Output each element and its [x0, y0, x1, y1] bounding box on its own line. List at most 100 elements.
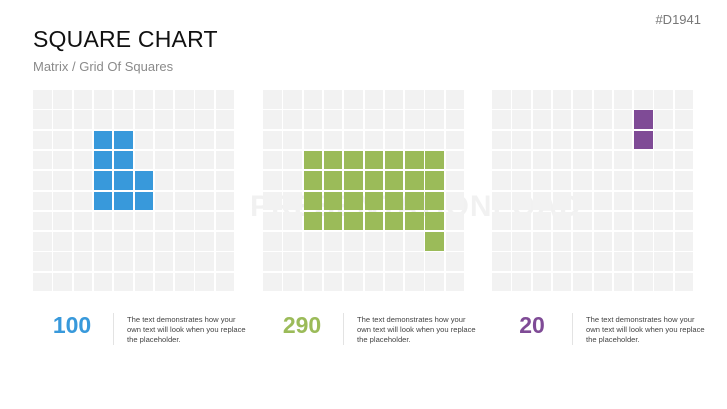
empty-square — [445, 272, 465, 292]
empty-square — [283, 150, 302, 170]
empty-square — [73, 110, 93, 129]
empty-square — [175, 171, 194, 190]
empty-square — [283, 110, 302, 129]
square-grid-1 — [33, 90, 237, 294]
empty-square — [512, 150, 531, 170]
square-grid-3 — [492, 90, 696, 294]
filled-square — [344, 191, 363, 210]
description-1: The text demonstrates how your own text … — [127, 315, 246, 344]
empty-square — [33, 252, 52, 271]
empty-square — [134, 252, 153, 271]
empty-square — [215, 171, 235, 190]
empty-square — [33, 110, 52, 129]
filled-square — [405, 211, 424, 231]
empty-square — [154, 232, 174, 251]
empty-square — [364, 130, 383, 150]
empty-square — [195, 130, 214, 150]
empty-square — [634, 171, 653, 190]
filled-square — [303, 211, 323, 231]
empty-square — [73, 90, 93, 109]
empty-square — [215, 130, 235, 150]
empty-square — [53, 252, 72, 271]
empty-square — [134, 272, 153, 292]
empty-square — [263, 110, 282, 129]
empty-square — [154, 272, 174, 292]
empty-square — [195, 90, 214, 109]
empty-square — [674, 130, 694, 150]
empty-square — [492, 150, 511, 170]
empty-square — [364, 110, 383, 129]
empty-square — [532, 232, 552, 251]
empty-square — [263, 252, 282, 271]
divider — [343, 313, 344, 345]
empty-square — [53, 171, 72, 190]
empty-square — [364, 232, 383, 251]
empty-square — [323, 90, 343, 109]
empty-square — [613, 272, 633, 292]
empty-square — [425, 90, 444, 109]
empty-square — [654, 191, 673, 210]
empty-square — [445, 252, 465, 271]
empty-square — [283, 211, 302, 231]
empty-square — [593, 171, 612, 190]
empty-square — [593, 110, 612, 129]
empty-square — [303, 272, 323, 292]
empty-square — [654, 232, 673, 251]
empty-square — [33, 232, 52, 251]
empty-square — [613, 252, 633, 271]
empty-square — [53, 150, 72, 170]
empty-square — [613, 191, 633, 210]
empty-square — [405, 90, 424, 109]
filled-square — [364, 150, 383, 170]
filled-square — [364, 171, 383, 190]
filled-square — [323, 191, 343, 210]
empty-square — [215, 90, 235, 109]
filled-square — [425, 232, 444, 251]
empty-square — [323, 232, 343, 251]
empty-square — [492, 110, 511, 129]
empty-square — [114, 110, 133, 129]
empty-square — [154, 171, 174, 190]
empty-square — [613, 211, 633, 231]
empty-square — [552, 272, 572, 292]
filled-square — [405, 171, 424, 190]
empty-square — [175, 110, 194, 129]
empty-square — [175, 211, 194, 231]
empty-square — [492, 90, 511, 109]
empty-square — [33, 150, 52, 170]
empty-square — [134, 90, 153, 109]
empty-square — [154, 130, 174, 150]
empty-square — [492, 232, 511, 251]
empty-square — [215, 150, 235, 170]
empty-square — [674, 252, 694, 271]
empty-square — [73, 171, 93, 190]
empty-square — [532, 150, 552, 170]
empty-square — [283, 90, 302, 109]
empty-square — [93, 252, 113, 271]
filled-square — [634, 130, 653, 150]
empty-square — [53, 90, 72, 109]
empty-square — [492, 252, 511, 271]
empty-square — [215, 272, 235, 292]
empty-square — [634, 90, 653, 109]
empty-square — [573, 130, 592, 150]
empty-square — [195, 150, 214, 170]
empty-square — [303, 252, 323, 271]
empty-square — [114, 90, 133, 109]
filled-square — [384, 211, 404, 231]
empty-square — [175, 272, 194, 292]
empty-square — [195, 171, 214, 190]
empty-square — [134, 130, 153, 150]
empty-square — [593, 191, 612, 210]
empty-square — [344, 272, 363, 292]
empty-square — [154, 191, 174, 210]
empty-square — [175, 90, 194, 109]
empty-square — [215, 252, 235, 271]
empty-square — [33, 191, 52, 210]
empty-square — [674, 150, 694, 170]
empty-square — [552, 150, 572, 170]
empty-square — [263, 211, 282, 231]
empty-square — [674, 171, 694, 190]
empty-square — [303, 232, 323, 251]
